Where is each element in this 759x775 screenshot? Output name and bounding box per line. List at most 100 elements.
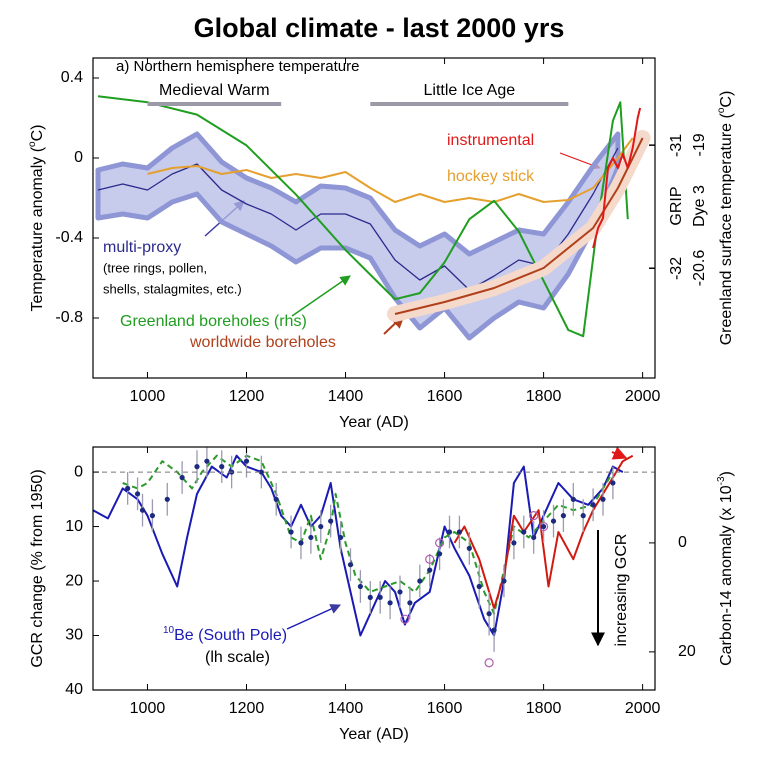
y2-tick-label: -32 xyxy=(668,257,685,280)
data-point xyxy=(529,511,539,521)
series-label: worldwide boreholes xyxy=(189,334,336,351)
data-point xyxy=(446,529,453,535)
x-tick-label: 2000 xyxy=(625,388,661,405)
data-point xyxy=(476,583,482,590)
annotation: increasing GCR xyxy=(613,534,630,647)
data-point xyxy=(337,534,344,541)
y2-tick-label: -20.6 xyxy=(691,250,708,287)
data-point xyxy=(550,518,557,524)
series-note: (lh scale) xyxy=(205,649,270,666)
data-point xyxy=(456,529,463,535)
y2-axis-name: Dye 3 xyxy=(691,185,708,227)
x-tick-label: 2000 xyxy=(625,700,661,717)
data-point xyxy=(435,538,445,548)
series-line xyxy=(122,454,614,615)
x-tick-label: 1800 xyxy=(526,700,562,717)
y-tick-label: 0.4 xyxy=(61,69,83,86)
data-point xyxy=(407,600,413,606)
series-line xyxy=(97,147,619,291)
y-axis-label-part: C) xyxy=(29,125,46,142)
data-point xyxy=(560,513,566,519)
series-line xyxy=(147,137,634,203)
y-tick-label: -0.4 xyxy=(55,229,83,246)
data-point xyxy=(397,589,403,595)
series-label: instrumental xyxy=(447,132,534,149)
y2-axis-name: GRIP xyxy=(668,186,685,225)
data-point xyxy=(308,534,314,541)
plot-frame xyxy=(92,446,656,691)
data-point xyxy=(258,469,264,475)
y2-tick-label: 20 xyxy=(678,643,696,660)
x-tick-label: 1800 xyxy=(526,388,562,405)
chart-title: Global climate - last 2000 yrs xyxy=(194,13,565,43)
data-point xyxy=(610,480,616,486)
plot-area xyxy=(93,447,634,668)
y2-axis-label-part: ) xyxy=(718,471,735,476)
data-point xyxy=(466,545,472,551)
data-point xyxy=(243,458,250,464)
data-point xyxy=(328,518,334,524)
data-point xyxy=(273,496,279,502)
data-point xyxy=(387,600,393,606)
x-tick-label: 1200 xyxy=(229,388,265,405)
y2-axis-label: Carbon-14 anomaly (x 10-3) xyxy=(716,471,736,666)
series-label: hockey stick xyxy=(447,168,535,185)
data-point xyxy=(204,458,210,464)
data-point xyxy=(521,529,527,535)
data-point xyxy=(347,562,354,568)
y-axis-label: GCR change (% from 1950) xyxy=(29,469,46,667)
data-point xyxy=(134,491,141,497)
y-tick-label: -0.8 xyxy=(55,309,83,326)
data-point xyxy=(164,496,170,502)
y2-tick-label: -19 xyxy=(691,133,708,156)
series-label-name: multi-proxy xyxy=(103,239,181,256)
series-line xyxy=(592,107,642,249)
x-tick-label: 1400 xyxy=(328,700,364,717)
series-label: 10Be (South Pole) xyxy=(163,625,287,645)
y2-tick-label: 0 xyxy=(678,534,687,551)
data-point xyxy=(540,523,547,530)
series-label: multi-proxy xyxy=(103,239,181,256)
data-point xyxy=(570,496,576,502)
y2-axis-label: Greenland surface temperature (oC) xyxy=(716,91,736,346)
data-point xyxy=(125,485,131,492)
data-point xyxy=(511,540,517,546)
panel: Global climate - last 2000 yrs a) Norther… xyxy=(27,13,736,431)
y2-axis-label-part: C) xyxy=(718,91,735,108)
data-point xyxy=(425,554,435,564)
y-axis-label-part: Temperature anomaly ( xyxy=(29,146,46,311)
x-axis-label: Year (AD) xyxy=(339,726,409,743)
data-point xyxy=(486,611,492,617)
plot-frame xyxy=(92,57,656,379)
y-axis-label: Temperature anomaly (oC) xyxy=(27,125,47,312)
y-tick-label: 40 xyxy=(65,681,83,698)
data-point xyxy=(139,507,146,513)
x-tick-label: 1400 xyxy=(328,388,364,405)
uncertainty-band xyxy=(95,131,621,341)
y-axis-label-part: o xyxy=(27,141,38,147)
data-point xyxy=(298,540,304,546)
data-point xyxy=(179,474,185,481)
y-tick-label: 30 xyxy=(65,627,83,644)
y2-axis-label-part: -3 xyxy=(716,476,727,485)
data-point xyxy=(417,578,423,584)
y2-axis-label-part: Carbon-14 anomaly (x 10 xyxy=(718,485,735,666)
data-point xyxy=(288,529,294,535)
series-line xyxy=(93,454,624,637)
data-point xyxy=(377,594,383,600)
x-tick-label: 1600 xyxy=(427,388,463,405)
data-point xyxy=(318,523,324,530)
x-axis-label: Year (AD) xyxy=(339,414,409,431)
y-axis-label-part: GCR change (% from 1950) xyxy=(29,469,46,667)
data-point xyxy=(491,627,497,633)
data-point xyxy=(149,513,156,519)
period-label: Little Ice Age xyxy=(424,82,516,99)
series-note: shells, stalagmites, etc.) xyxy=(103,281,242,296)
x-tick-label: 1200 xyxy=(229,700,265,717)
data-point xyxy=(427,567,433,573)
series-label-name: hockey stick xyxy=(447,168,535,185)
y2-axis-label-part: Greenland surface temperature ( xyxy=(718,113,735,346)
x-tick-label: 1000 xyxy=(130,700,166,717)
data-point xyxy=(400,614,410,624)
